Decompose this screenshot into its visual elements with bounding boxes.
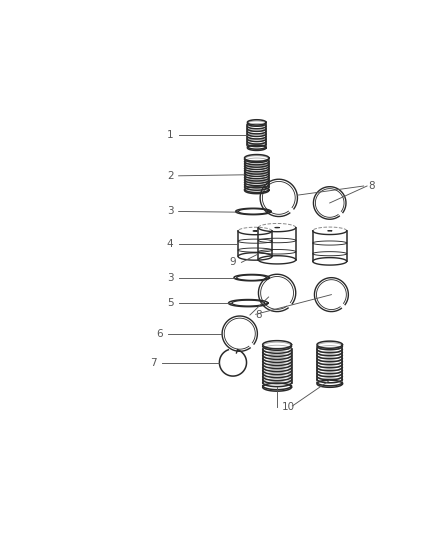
Text: 5: 5 <box>167 298 173 308</box>
Text: 8: 8 <box>255 310 261 320</box>
Text: 10: 10 <box>282 402 295 411</box>
Text: 6: 6 <box>157 329 163 338</box>
Text: 3: 3 <box>167 273 173 282</box>
Text: 8: 8 <box>369 181 375 191</box>
Text: 1: 1 <box>167 130 173 140</box>
Text: 9: 9 <box>230 257 237 268</box>
Text: 7: 7 <box>150 358 156 368</box>
Text: 2: 2 <box>167 171 173 181</box>
Text: 3: 3 <box>167 206 173 216</box>
Text: 4: 4 <box>167 239 173 249</box>
